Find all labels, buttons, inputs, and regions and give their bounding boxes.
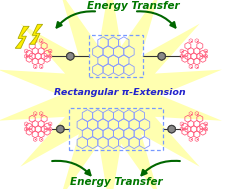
Polygon shape [30,24,43,44]
Circle shape [66,52,74,60]
Text: Energy Transfer: Energy Transfer [87,1,179,11]
FancyArrowPatch shape [57,11,95,28]
Circle shape [56,125,64,133]
Polygon shape [0,0,222,189]
FancyArrowPatch shape [52,161,90,175]
Polygon shape [15,26,29,48]
Circle shape [168,125,176,133]
Circle shape [158,52,166,60]
Text: Energy Transfer: Energy Transfer [70,177,162,187]
FancyArrowPatch shape [137,11,175,28]
FancyArrowPatch shape [141,161,180,175]
Text: Rectangular π-Extension: Rectangular π-Extension [54,88,186,97]
